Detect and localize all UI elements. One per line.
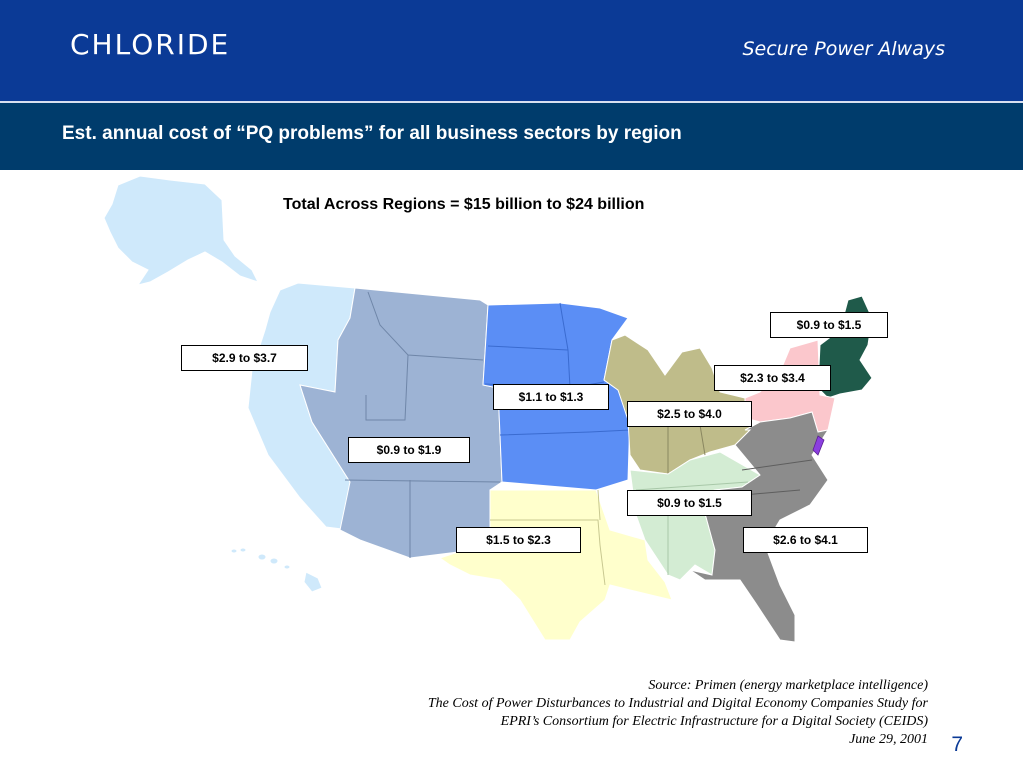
label-west-south-central: $1.5 to $2.3 (456, 527, 581, 553)
source-citation: Source: Primen (energy marketplace intel… (428, 677, 928, 749)
label-south-atlantic: $2.6 to $4.1 (743, 527, 868, 553)
total-summary: Total Across Regions = $15 billion to $2… (283, 196, 645, 213)
region-alaska (103, 175, 259, 286)
source-date: June 29, 2001 (849, 732, 928, 747)
company-logo: CHLORIDE (70, 28, 231, 61)
label-pacific: $2.9 to $3.7 (181, 345, 308, 371)
title-bar: Est. annual cost of “PQ problems” for al… (0, 103, 1023, 170)
label-west-north-central: $1.1 to $1.3 (493, 384, 609, 410)
us-region-map (103, 175, 873, 643)
source-line: The Cost of Power Disturbances to Indust… (427, 696, 928, 711)
source-line: Source: Primen (energy marketplace intel… (648, 678, 928, 693)
header-divider (0, 101, 1023, 103)
page-number: 7 (951, 733, 963, 756)
label-east-north-central: $2.5 to $4.0 (627, 401, 752, 427)
slide-title: Est. annual cost of “PQ problems” for al… (62, 123, 682, 144)
region-delaware (812, 435, 825, 456)
region-hawaii (230, 547, 323, 593)
label-new-england: $0.9 to $1.5 (770, 312, 888, 338)
tagline: Secure Power Always (742, 38, 945, 60)
label-middle-atlantic: $2.3 to $3.4 (714, 365, 831, 391)
header-bar: CHLORIDE Secure Power Always (0, 0, 1023, 101)
label-mountain: $0.9 to $1.9 (348, 437, 470, 463)
source-line: EPRI’s Consortium for Electric Infrastru… (500, 714, 928, 729)
label-east-south-central: $0.9 to $1.5 (627, 490, 752, 516)
